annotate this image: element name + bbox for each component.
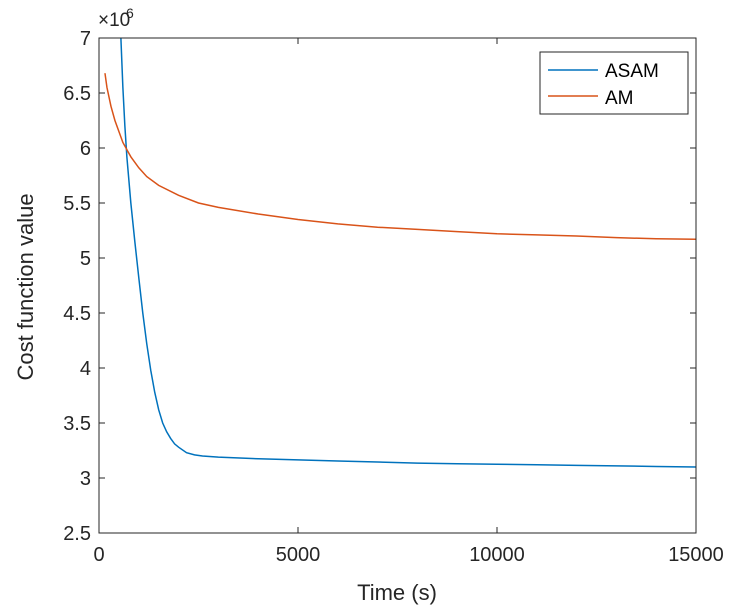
y-tick-label: 5.5 <box>63 193 91 215</box>
series-line-am <box>104 73 696 241</box>
y-tick-label: 6 <box>80 138 91 160</box>
y-multiplier-exponent: 6 <box>126 5 134 21</box>
x-tick-label: 10000 <box>469 544 525 566</box>
series-line-asam <box>120 38 696 468</box>
y-multiplier-base: ×10 <box>98 10 130 31</box>
y-axis-title: Cost function value <box>13 193 38 380</box>
y-tick-label: 4 <box>80 358 91 380</box>
axes-layer <box>98 37 697 534</box>
y-tick-label: 2.5 <box>63 523 91 545</box>
y-tick-label: 4.5 <box>63 303 91 325</box>
axes-box <box>98 37 697 534</box>
y-tick-label: 3 <box>80 468 91 490</box>
y-tick-label: 6.5 <box>63 83 91 105</box>
legend-label-am: AM <box>605 88 634 109</box>
y-tick-label: 5 <box>80 248 91 270</box>
series-layer <box>104 38 696 468</box>
y-tick-label: 7 <box>80 28 91 50</box>
x-tick-label: 0 <box>93 544 104 566</box>
x-tick-label: 15000 <box>668 544 724 566</box>
legend: ASAM AM <box>539 51 689 115</box>
x-tick-label: 5000 <box>276 544 321 566</box>
legend-label-asam: ASAM <box>605 61 659 82</box>
ticks-layer: 0 5000 10000 15000 2.5 3 3.5 4 4.5 5 5.5 6 6.5 7 <box>63 28 724 566</box>
x-axis-title: Time (s) <box>357 580 437 605</box>
legend-box <box>539 51 689 115</box>
y-tick-label: 3.5 <box>63 413 91 435</box>
